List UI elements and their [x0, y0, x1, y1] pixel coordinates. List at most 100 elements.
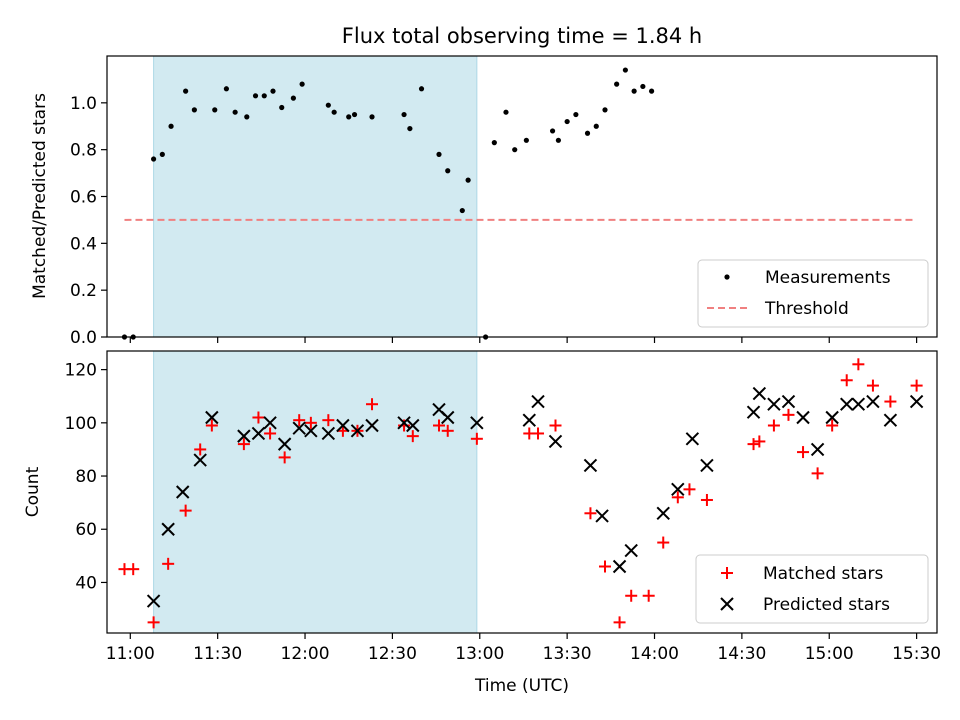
- predicted-star-point: [304, 424, 318, 438]
- y-tick-label: 120: [65, 361, 97, 381]
- predicted-star-point: [522, 413, 536, 427]
- measurement-point: [640, 83, 646, 90]
- measurement-point: [168, 123, 174, 129]
- measurement-point: [614, 81, 620, 87]
- matched-star-point: [366, 398, 379, 411]
- matched-star-point: [657, 536, 670, 549]
- measurement-point: [351, 111, 358, 118]
- legend-marker-matched: [721, 567, 733, 579]
- x-tick-label: 11:00: [106, 644, 155, 664]
- matched-star-point: [797, 446, 810, 459]
- matched-star-point: [884, 395, 897, 408]
- measurement-point: [223, 86, 230, 92]
- predicted-star-point: [746, 405, 761, 419]
- matched-star-point: [910, 379, 923, 392]
- matched-star-point: [293, 414, 306, 427]
- matched-star-point: [852, 358, 865, 371]
- top-panel: 0.0 0.2 0.4 0.6 0.8 1.0 Matched/Predicted sta…: [30, 55, 938, 348]
- matched-star-point: [433, 419, 445, 432]
- measurement-point: [503, 109, 509, 115]
- y-tick-label: 0.6: [70, 188, 97, 208]
- predicted-star-point: [767, 397, 781, 411]
- predicted-star-point: [441, 410, 455, 425]
- predicted-star-point: [810, 442, 825, 457]
- matched-star-point: [642, 589, 655, 602]
- measurement-point: [549, 128, 556, 134]
- bottom-legend: Matched stars Predicted stars: [695, 554, 929, 624]
- y-tick-label: 80: [75, 467, 97, 487]
- matched-star-point: [194, 443, 207, 456]
- matched-star-point: [532, 427, 545, 440]
- matched-star-point: [671, 491, 684, 504]
- matched-star-point: [599, 560, 611, 573]
- y-tick-label: 40: [75, 573, 97, 593]
- measurement-point: [183, 88, 189, 94]
- matched-star-point: [179, 504, 192, 517]
- measurement-point: [573, 111, 579, 118]
- y-tick-label: 100: [65, 414, 97, 434]
- matched-star-point: [304, 416, 317, 429]
- legend-marker-measurements: [724, 274, 730, 280]
- matched-star-point: [747, 438, 760, 451]
- shaded-observing-span: [153, 350, 478, 634]
- x-tick-label: 12:00: [281, 644, 330, 664]
- matched-star-point: [625, 589, 638, 602]
- y-tick-label: 0.0: [70, 328, 97, 348]
- measurement-point: [212, 107, 218, 113]
- predicted-star-point: [397, 416, 411, 430]
- y-tick-label: 0.4: [70, 234, 97, 254]
- predicted-star-point: [251, 426, 266, 441]
- shaded-observing-span: [153, 55, 478, 338]
- x-tick-label: 13:30: [543, 644, 592, 664]
- measurement-point: [252, 93, 259, 99]
- x-tick-label: 11:30: [193, 644, 242, 664]
- matched-star-point: [441, 424, 454, 437]
- matched-star-point: [826, 419, 839, 432]
- x-axis-label: Time (UTC): [474, 676, 569, 696]
- predicted-star-point: [277, 437, 292, 451]
- predicted-star-point: [624, 543, 638, 558]
- matched-star-point: [840, 374, 853, 387]
- bottom-y-axis-label: Count: [23, 466, 43, 517]
- matched-star-point: [767, 419, 780, 432]
- matched-star-point: [278, 451, 291, 464]
- measurement-point: [602, 107, 608, 113]
- measurement-point: [523, 137, 529, 143]
- matched-star-point: [549, 419, 562, 432]
- predicted-star-point: [237, 429, 251, 443]
- predicted-star-point: [406, 418, 420, 433]
- x-tick-label: 15:30: [892, 644, 941, 664]
- measurement-point: [512, 147, 518, 153]
- predicted-star-point: [781, 394, 796, 409]
- measurement-point: [622, 67, 628, 73]
- matched-star-point: [683, 483, 696, 496]
- predicted-star-point: [263, 416, 277, 430]
- measurement-point: [159, 151, 165, 157]
- measurement-point: [459, 207, 465, 214]
- measurement-point: [648, 88, 655, 94]
- predicted-star-point: [470, 416, 484, 430]
- y-tick-label: 0.2: [70, 281, 97, 301]
- bottom-axes-frame: [106, 350, 938, 634]
- legend-label-predicted: Predicted stars: [763, 595, 890, 615]
- y-tick-label: 0.8: [70, 141, 97, 161]
- matched-star-point: [264, 427, 277, 440]
- predicted-star-point: [365, 418, 379, 433]
- measurement-point: [369, 114, 375, 120]
- measurement-point: [299, 81, 305, 87]
- predicted-star-point: [548, 434, 563, 449]
- predicted-star-point: [176, 485, 190, 499]
- measurement-point: [325, 102, 331, 108]
- measurement-point: [491, 140, 497, 146]
- predicted-star-point: [796, 410, 810, 425]
- measurement-point: [261, 93, 267, 99]
- matched-star-point: [237, 438, 250, 451]
- predicted-star-point: [909, 394, 924, 409]
- predicted-star-point: [583, 458, 598, 473]
- matched-star-point: [127, 563, 140, 576]
- predicted-star-point: [656, 506, 670, 520]
- top-y-axis-label: Matched/Predicted stars: [30, 93, 50, 299]
- measurement-point: [418, 86, 425, 92]
- predicted-star-point: [292, 421, 306, 435]
- predicted-star-point: [205, 410, 219, 425]
